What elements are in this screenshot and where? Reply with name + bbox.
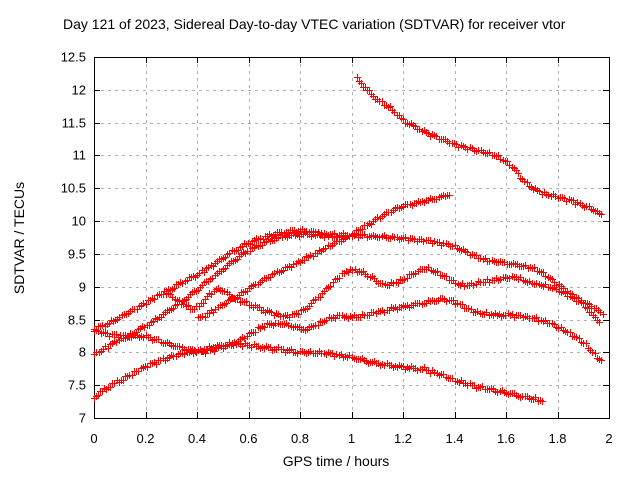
y-tick-label: 8.5 <box>67 312 86 328</box>
series-arc-1 <box>354 74 605 218</box>
y-tick-label: 10.5 <box>60 180 86 196</box>
chart-title: Day 121 of 2023, Sidereal Day-to-day VTE… <box>63 16 566 32</box>
x-tick-label: 0.8 <box>290 431 310 446</box>
y-tick-label: 9 <box>78 279 86 295</box>
series-arc-2 <box>195 192 453 321</box>
y-tick-label: 11 <box>72 147 87 163</box>
y-tick-label: 9.5 <box>67 246 86 262</box>
series-arc-7 <box>91 327 546 405</box>
axis-ticks <box>94 57 610 419</box>
x-tick-label: 1.6 <box>496 431 516 446</box>
grid-lines <box>94 57 610 419</box>
y-tick-label: 7.5 <box>67 377 86 393</box>
series-arc-5 <box>161 264 603 326</box>
series-arc-6 <box>91 295 605 402</box>
y-tick-label: 10 <box>71 213 86 229</box>
x-tick-label: 0.2 <box>136 431 155 446</box>
y-axis-title: SDTVAR / TECUs <box>11 181 27 295</box>
y-tick-label: 11.5 <box>61 115 86 131</box>
x-axis-title: GPS time / hours <box>282 453 390 469</box>
x-tick-label: 0.4 <box>187 431 207 446</box>
y-tick-label: 8 <box>78 344 86 360</box>
x-tick-label: 1.4 <box>445 431 464 446</box>
x-tick-label: 2 <box>605 431 613 446</box>
x-tick-label: 1.8 <box>548 431 567 446</box>
y-tick-label: 12 <box>71 82 86 98</box>
plot-border <box>94 57 610 419</box>
y-tick-label: 7 <box>78 410 86 426</box>
x-tick-label: 0 <box>90 431 98 446</box>
x-tick-label: 1.2 <box>393 431 413 446</box>
x-tick-label: 0.6 <box>239 431 258 446</box>
x-tick-label: 1 <box>347 431 356 446</box>
y-tick-label: 12.5 <box>60 49 86 65</box>
series-arc-4 <box>91 229 356 358</box>
